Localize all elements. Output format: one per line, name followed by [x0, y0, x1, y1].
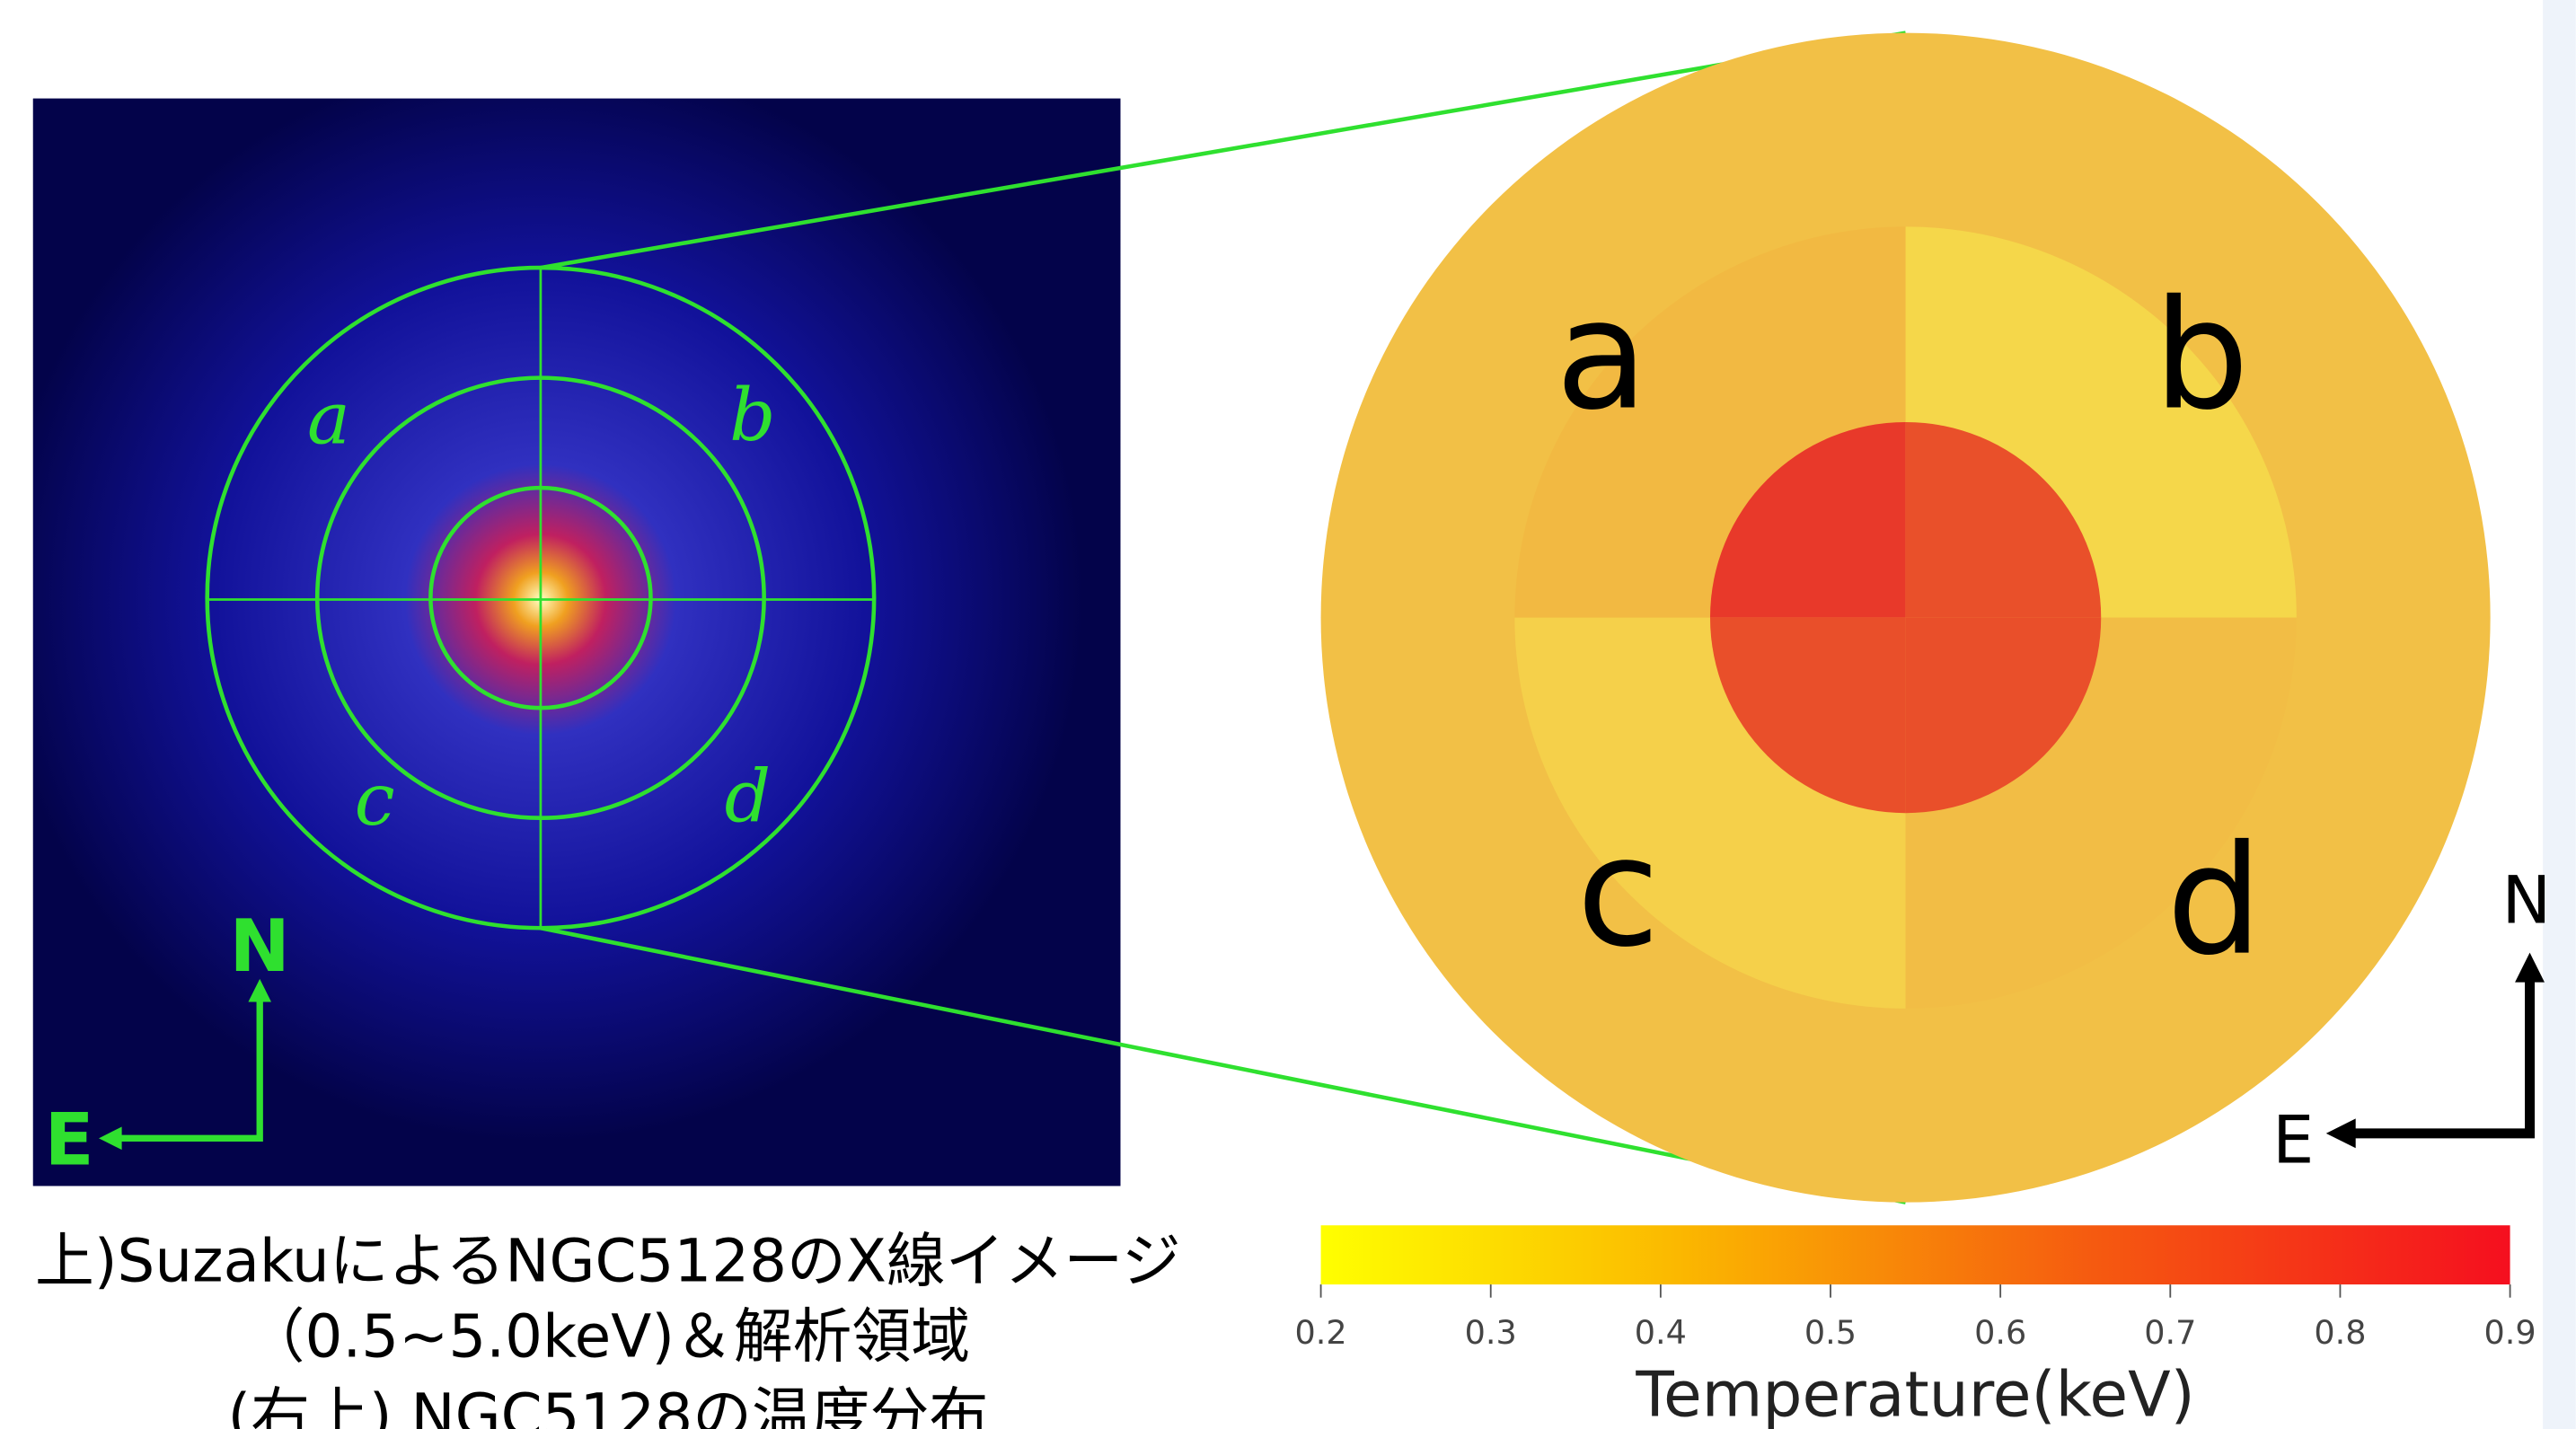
tick-label: 0.7	[2144, 1313, 2196, 1352]
region-label: c	[1576, 805, 1660, 981]
caption-line: (右上) NGC5128の温度分布	[227, 1380, 988, 1429]
region-label: d	[2166, 813, 2263, 989]
compass-north: N	[230, 904, 290, 988]
arrow-head	[2326, 1118, 2356, 1148]
temperature-map	[1321, 33, 2491, 1203]
edge-strip	[2543, 0, 2576, 1429]
caption-line: 上)SuzakuによるNGC5128のX線イメージ	[35, 1226, 1181, 1295]
colorbar	[1321, 1225, 2510, 1284]
figure: a b c d N E a b c d N E 0.20.30.40.50.60…	[0, 0, 2576, 1429]
compass-north: N	[2502, 863, 2552, 939]
region-label: d	[725, 754, 772, 838]
region-label: c	[355, 757, 395, 842]
colorbar-title: Temperature(keV)	[1635, 1358, 2194, 1429]
region-label: b	[2153, 268, 2249, 444]
tick-label: 0.8	[2314, 1313, 2366, 1352]
region-label: b	[729, 373, 776, 457]
region-label: a	[1556, 268, 1648, 444]
region-label: a	[307, 376, 350, 461]
tick-label: 0.2	[1294, 1313, 1346, 1352]
caption-line: （0.5~5.0keV)＆解析領域	[246, 1302, 971, 1372]
tick-label: 0.5	[1804, 1313, 1857, 1352]
compass-east: E	[45, 1098, 94, 1182]
compass-east: E	[2272, 1103, 2314, 1179]
page: a b c d N E a b c d N E 0.20.30.40.50.60…	[0, 0, 2576, 1429]
colorbar-ticks: 0.2 0.3 0.4 0.5 0.6 0.7 0.8 0.9	[1294, 1284, 2536, 1352]
tick-label: 0.9	[2484, 1313, 2536, 1352]
tick-label: 0.4	[1635, 1313, 1687, 1352]
tick-label: 0.3	[1465, 1313, 1517, 1352]
tick-label: 0.6	[1974, 1313, 2026, 1352]
compass-arrow	[2352, 977, 2530, 1133]
arrow-head	[2515, 953, 2545, 983]
